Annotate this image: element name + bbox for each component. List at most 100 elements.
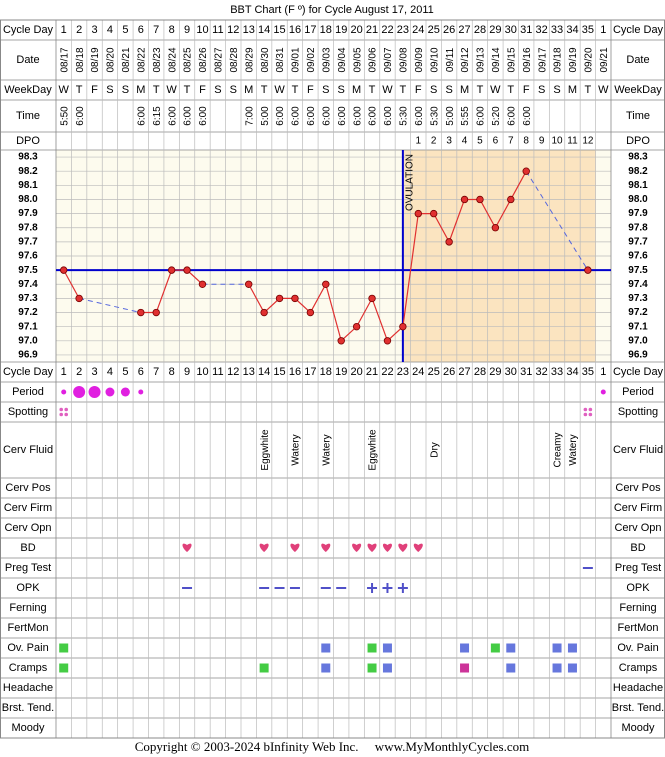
dpo: 2	[431, 136, 437, 147]
date: 09/11	[445, 47, 456, 72]
time: 6:00	[136, 106, 147, 126]
temperature-point	[245, 280, 253, 288]
dpo: 8	[523, 136, 529, 147]
row-label: Cycle Day	[3, 366, 54, 378]
time: 6:00	[198, 106, 209, 126]
ov_pain-mark	[490, 643, 500, 653]
dpo: 11	[567, 136, 578, 147]
cycle-day: 33	[551, 366, 563, 378]
cycle-day: 34	[566, 24, 578, 36]
y-tick-label-right: 97.7	[628, 237, 648, 248]
cycle-day: 29	[489, 366, 501, 378]
time: 6:00	[275, 106, 286, 126]
row-label-right: DPO	[626, 135, 650, 147]
row-label: Ov. Pain	[7, 642, 48, 654]
row-label-right: Time	[626, 110, 650, 122]
y-tick-label-right: 96.9	[628, 350, 648, 361]
cycle-day: 29	[489, 24, 501, 36]
y-tick-label-right: 97.5	[628, 265, 648, 276]
cycle-day: 35	[582, 24, 594, 36]
weekday: T	[261, 84, 268, 96]
date: 09/17	[537, 47, 548, 72]
dpo: 12	[582, 136, 594, 147]
weekday: F	[415, 84, 422, 96]
weekday: S	[430, 84, 437, 96]
temperature-point	[322, 280, 330, 288]
y-tick-label-right: 98.3	[628, 152, 648, 163]
spotting-mark	[59, 412, 64, 417]
row-label-right: Ferning	[619, 602, 656, 614]
weekday: T	[585, 84, 592, 96]
cycle-day: 1	[61, 366, 67, 378]
weekday: M	[244, 84, 253, 96]
cycle-day: 19	[335, 24, 347, 36]
y-tick-label-right: 97.6	[628, 251, 648, 262]
date: 08/19	[90, 47, 101, 72]
time: 6:00	[337, 106, 348, 126]
cycle-day: 21	[366, 24, 378, 36]
temperature-point	[137, 308, 145, 317]
y-tick-label: 97.8	[18, 222, 38, 233]
temperature-point	[368, 294, 376, 303]
date: 09/16	[522, 47, 533, 72]
temperature-point	[352, 322, 361, 331]
cycle-day: 28	[474, 366, 486, 378]
date: 08/21	[121, 47, 132, 72]
weekday: M	[460, 84, 469, 96]
time: 6:00	[183, 106, 194, 126]
bd-heart	[321, 543, 331, 552]
cycle-day: 15	[273, 366, 285, 378]
weekday: F	[91, 84, 98, 96]
weekday: M	[568, 84, 577, 96]
date: 09/21	[599, 47, 610, 72]
weekday: S	[445, 84, 452, 96]
temperature-point	[430, 209, 438, 218]
dpo: 5	[477, 136, 483, 147]
y-tick-label: 97.3	[18, 293, 38, 304]
row-label-right: Moody	[621, 722, 655, 734]
dpo: 4	[462, 136, 468, 147]
time: 6:00	[352, 106, 363, 126]
y-tick-label-right: 97.1	[628, 321, 648, 332]
row-label-right: FertMon	[618, 622, 659, 634]
time: 6:15	[152, 106, 163, 126]
cycle-day: 31	[520, 366, 532, 378]
y-tick-label: 97.7	[18, 237, 38, 248]
y-tick-label: 97.4	[18, 279, 38, 290]
date: 08/28	[229, 47, 240, 72]
cramps-mark	[59, 663, 69, 673]
time: 5:20	[491, 106, 502, 126]
date: 09/20	[584, 47, 595, 72]
temperature-point	[152, 308, 160, 317]
ov_pain-mark	[506, 643, 516, 653]
cycle-day: 32	[536, 24, 548, 36]
row-label-right: Headache	[613, 682, 663, 694]
row-label: Headache	[3, 682, 53, 694]
cycle-day: 21	[366, 366, 378, 378]
cycle-day: 9	[184, 366, 190, 378]
date: 08/27	[214, 47, 225, 72]
date: 09/05	[352, 47, 363, 72]
row-label: Cycle Day	[3, 24, 54, 36]
date: 08/25	[183, 47, 194, 72]
cycle-day: 13	[243, 24, 255, 36]
row-label-right: Period	[622, 386, 654, 398]
cycle-day: 2	[76, 24, 82, 36]
row-label: Moody	[11, 722, 45, 734]
row-label: Ferning	[9, 602, 46, 614]
row-label-right: Preg Test	[615, 562, 661, 574]
bd-heart	[182, 543, 192, 552]
cycle-day: 13	[243, 366, 255, 378]
temperature-point	[306, 308, 315, 317]
time: 5:00	[445, 106, 456, 126]
time: 5:55	[460, 106, 471, 126]
row-label: Brst. Tend.	[2, 702, 54, 714]
cramps-mark	[382, 663, 392, 673]
row-label: Preg Test	[5, 562, 51, 574]
weekday: W	[59, 84, 70, 96]
temperature-point	[414, 209, 422, 218]
temperature-line	[63, 269, 80, 299]
date: 09/09	[414, 47, 425, 72]
cycle-day: 7	[153, 366, 159, 378]
